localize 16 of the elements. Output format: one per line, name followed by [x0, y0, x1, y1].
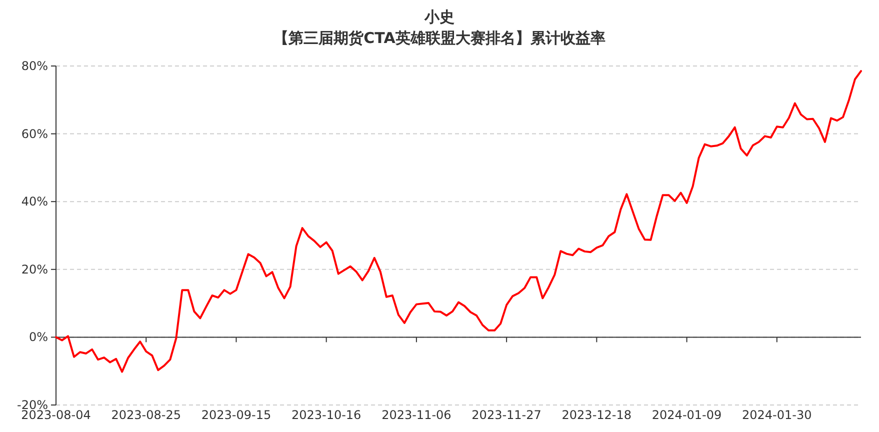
y-tick-label: 60%: [21, 126, 48, 141]
x-tick-label: 2023-11-06: [382, 408, 452, 422]
y-tick-label: 40%: [21, 194, 48, 209]
x-tick-label: 2024-01-30: [742, 408, 812, 422]
x-tick-label: 2023-08-25: [111, 408, 181, 422]
y-tick-label: 80%: [21, 59, 48, 73]
x-tick-label: 2024-01-09: [652, 408, 722, 422]
x-tick-label: 2023-12-18: [562, 408, 632, 422]
x-tick-label: 2023-09-15: [201, 408, 272, 422]
x-tick-label: 2023-11-27: [472, 408, 542, 422]
y-tick-label: 0%: [28, 330, 48, 344]
chart-subtitle: 【第三届期货CTA英雄联盟大赛排名】累计收益率: [274, 29, 606, 47]
chart-title: 小史: [424, 8, 454, 26]
x-tick-label: 2023-08-04: [21, 408, 91, 422]
x-tick-label: 2023-10-16: [291, 408, 362, 422]
y-tick-label: 20%: [21, 262, 48, 276]
